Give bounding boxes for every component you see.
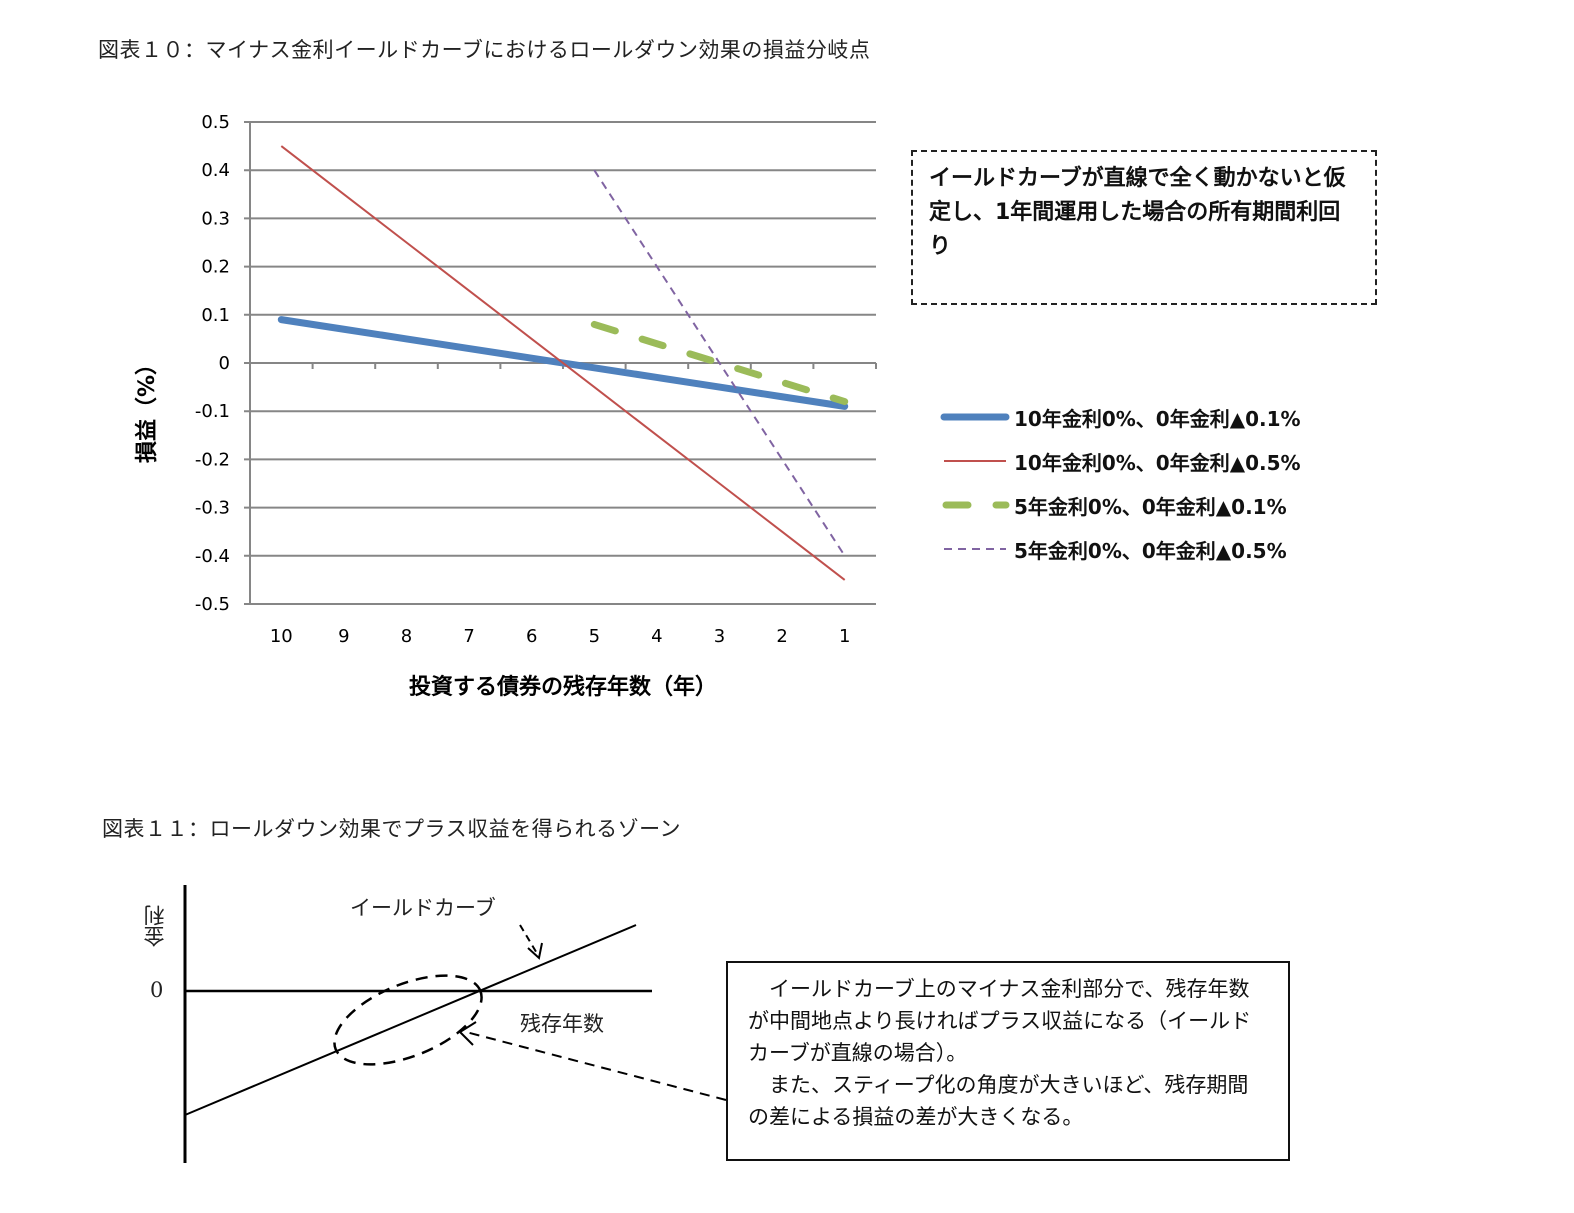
chart-labels: 0.5 0.4 0.3 0.2 0.1 0 -0.1 -0.2 -0.3 -0.4 -0.5 10 9 8… [134,112,850,700]
x-tick-label: 7 [463,626,474,647]
x-tick-label: 8 [401,626,412,647]
x-tick-label: 3 [714,626,725,647]
legend-item: 5年金利0%、0年金利▲0.5% [940,527,1301,571]
legend-label: 5年金利0%、0年金利▲0.5% [1014,538,1287,563]
diagram-curve-label: イールドカーブ [350,896,496,920]
legend-label: 5年金利0%、0年金利▲0.1% [1014,494,1287,519]
arrow-head-icon [458,1021,477,1046]
x-tick-label: 1 [839,626,850,647]
y-tick-label: -0.2 [195,449,230,470]
y-tick-label: -0.3 [195,498,230,519]
x-tick-label: 4 [651,626,662,647]
y-tick-label: 0.4 [201,160,230,181]
legend-label: 10年金利0%、0年金利▲0.1% [1014,406,1301,431]
y-axis-title: 損益（%） [134,353,160,463]
x-axis-title: 投資する債券の残存年数（年） [409,674,717,700]
chart-axes [249,122,877,604]
chart-series [277,145,849,581]
curve-pointer-arrow [519,924,539,956]
explanation-paragraph-2: また、スティープ化の角度が大きいほど、残存期間の差による損益の差が大きくなる。 [748,1073,1249,1129]
chart-note-box: イールドカーブが直線で全く動かないと仮定し、1年間運用した場合の所有期間利回り [911,150,1377,305]
diagram-yield-curve-line [184,924,637,1116]
legend-item: 10年金利0%、0年金利▲0.1% [940,395,1301,439]
x-tick-label: 10 [270,626,293,647]
series-line-3 [593,169,846,557]
y-tick-label: 0.2 [201,257,230,278]
explain-pointer-arrow [465,1031,727,1101]
legend-swatch-red-thin [944,460,1006,462]
diagram-x-axis-label: 残存年数 [520,1012,604,1036]
x-tick-label: 6 [526,626,537,647]
x-tick-label: 9 [338,626,349,647]
diagram-zone-ellipse [333,974,483,1066]
y-tick-label: -0.5 [195,594,230,615]
diagram-zero-label: 0 [150,978,164,1002]
yield-curve-diagram [183,885,727,1163]
y-tick-label: -0.1 [195,401,230,422]
legend-item: 10年金利0%、0年金利▲0.5% [940,439,1301,483]
figure11-title: 図表１１：ロールダウン効果でプラス収益を得られるゾーン [102,817,682,841]
y-tick-label: 0.1 [201,305,230,326]
chart-legend: 10年金利0%、0年金利▲0.1% 10年金利0%、0年金利▲0.5% 5年金利… [940,395,1301,571]
legend-swatch-blue-thick [940,413,1010,421]
y-tick-label: 0.3 [201,208,230,229]
legend-item: 5年金利0%、0年金利▲0.1% [940,483,1301,527]
x-tick-label: 5 [589,626,600,647]
figure10-title: 図表１０：マイナス金利イールドカーブにおけるロールダウン効果の損益分岐点 [98,38,871,62]
x-tick-label: 2 [776,626,787,647]
chart-gridlines [244,121,876,605]
y-tick-label: -0.4 [195,546,230,567]
series-line-1 [280,145,846,581]
arrow-head-icon [527,942,543,960]
diagram-y-axis-label: 金利 [143,905,167,947]
legend-swatch-purple-dashed [944,548,1006,550]
y-tick-label: 0 [219,353,230,374]
series-line-2 [590,320,849,406]
legend-swatch-green-dashed [942,501,1010,509]
legend-label: 10年金利0%、0年金利▲0.5% [1014,450,1301,475]
explanation-box: イールドカーブ上のマイナス金利部分で、残存年数が中間地点より長ければプラス収益に… [726,961,1290,1161]
explanation-paragraph-1: イールドカーブ上のマイナス金利部分で、残存年数が中間地点より長ければプラス収益に… [748,977,1252,1065]
y-tick-label: 0.5 [201,112,230,133]
